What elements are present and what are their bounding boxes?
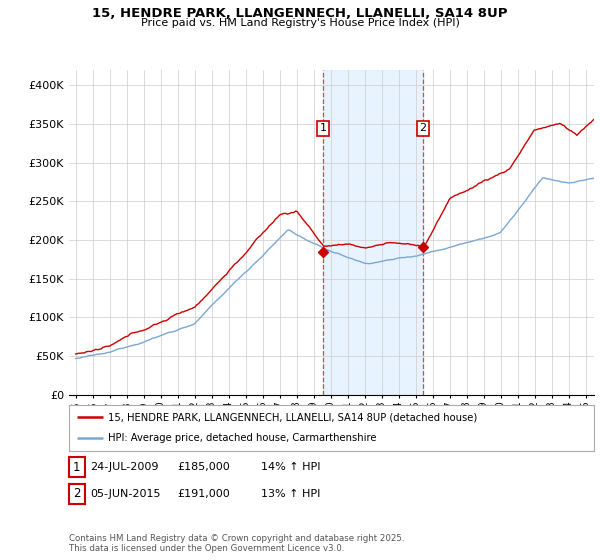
Text: HPI: Average price, detached house, Carmarthenshire: HPI: Average price, detached house, Carm… [109,433,377,444]
Text: 14% ↑ HPI: 14% ↑ HPI [261,462,320,472]
Text: 2: 2 [73,487,80,501]
Text: 2: 2 [419,123,427,133]
Text: Contains HM Land Registry data © Crown copyright and database right 2025.
This d: Contains HM Land Registry data © Crown c… [69,534,404,553]
Text: 24-JUL-2009: 24-JUL-2009 [90,462,158,472]
Text: 13% ↑ HPI: 13% ↑ HPI [261,489,320,499]
Text: Price paid vs. HM Land Registry's House Price Index (HPI): Price paid vs. HM Land Registry's House … [140,18,460,28]
Text: 15, HENDRE PARK, LLANGENNECH, LLANELLI, SA14 8UP: 15, HENDRE PARK, LLANGENNECH, LLANELLI, … [92,7,508,20]
Text: 1: 1 [320,123,326,133]
Text: 05-JUN-2015: 05-JUN-2015 [90,489,161,499]
Bar [323,70,423,395]
Text: 15, HENDRE PARK, LLANGENNECH, LLANELLI, SA14 8UP (detached house): 15, HENDRE PARK, LLANGENNECH, LLANELLI, … [109,412,478,422]
Text: 1: 1 [73,460,80,474]
Text: £191,000: £191,000 [177,489,230,499]
Text: £185,000: £185,000 [177,462,230,472]
